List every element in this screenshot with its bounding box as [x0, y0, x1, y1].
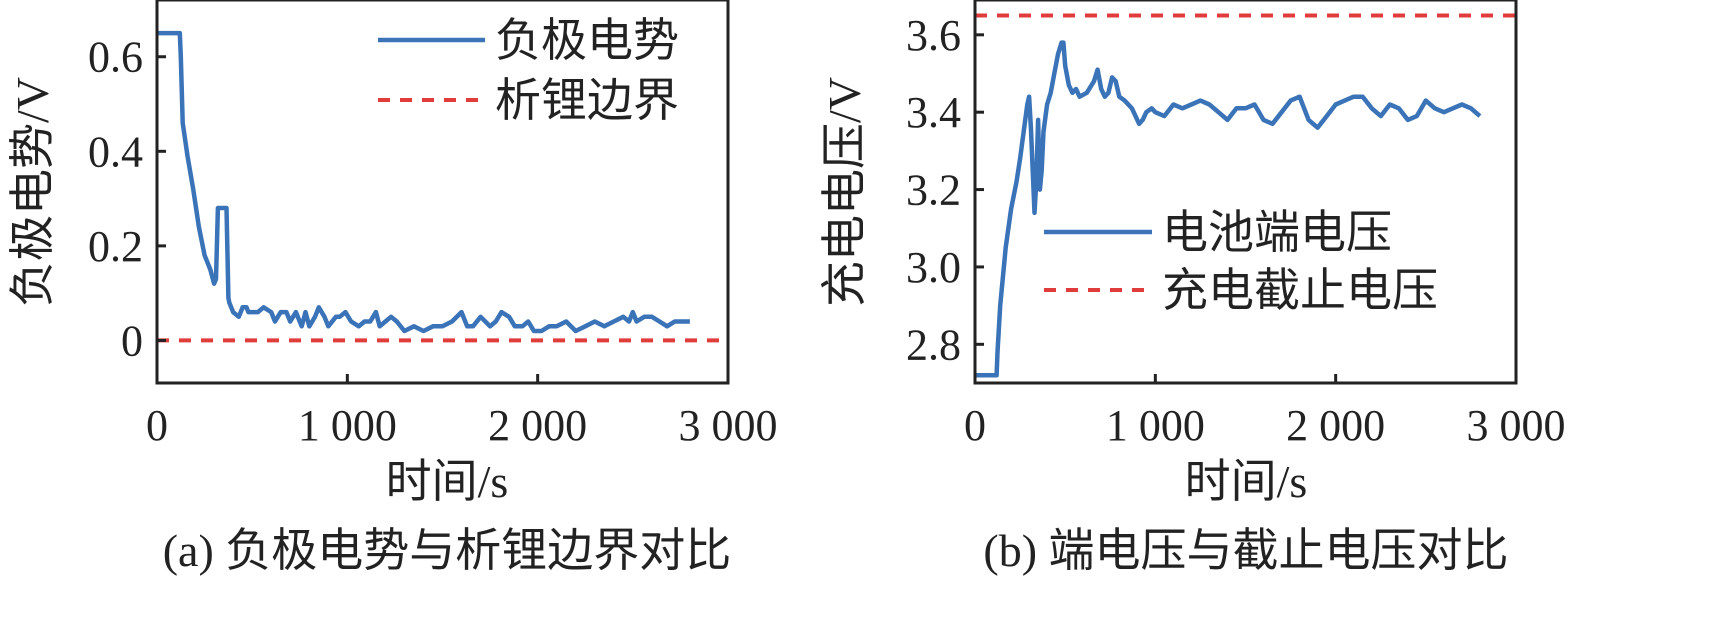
y-axis-label: 充电电压/V: [819, 77, 870, 307]
series-line: [157, 30, 690, 334]
x-tick-label: 3 000: [1467, 401, 1566, 450]
y-axis-label: 负极电势/V: [7, 77, 58, 307]
x-tick-label: 2 000: [488, 401, 587, 450]
x-axis-label: 时间/s: [386, 456, 509, 507]
y-tick-label: 3.6: [906, 11, 961, 60]
legend-label: 负极电势: [495, 15, 679, 66]
x-tick-label: 0: [146, 401, 168, 450]
legend-label: 电池端电压: [1162, 207, 1392, 258]
y-tick-label: 3.4: [906, 88, 961, 137]
y-tick-label: 3.0: [906, 243, 961, 292]
x-tick-label: 3 000: [679, 401, 778, 450]
x-tick-label: 0: [964, 401, 986, 450]
x-tick-label: 1 000: [298, 401, 397, 450]
y-tick-label: 3.2: [906, 166, 961, 215]
plot-frame: [973, 0, 1518, 385]
x-tick-label: 1 000: [1106, 401, 1205, 450]
panel-caption: (a) 负极电势与析锂边界对比: [163, 525, 732, 576]
legend-label: 充电截止电压: [1162, 265, 1438, 316]
y-tick-label: 0.2: [88, 222, 143, 271]
y-tick-label: 0: [121, 316, 143, 365]
y-tick-label: 0.6: [88, 33, 143, 82]
y-tick-label: 2.8: [906, 320, 961, 369]
panel-b: 0 1 000 2 000 3 000 2.8 3.0 3.2 3.4 3.6 时间/s 充电电压/…: [819, 0, 1566, 576]
panel-caption: (b) 端电压与截止电压对比: [983, 525, 1508, 576]
plot-frame: [155, 0, 730, 385]
legend-label: 析锂边界: [495, 75, 679, 126]
panel-a: 0 1 000 2 000 3 000 0 0.2 0.4 0.6 时间/s 负极电势/V (a) …: [7, 0, 778, 576]
x-tick-label: 2 000: [1286, 401, 1385, 450]
y-tick-label: 0.4: [88, 127, 143, 176]
x-axis-label: 时间/s: [1185, 456, 1308, 507]
series-line: [975, 40, 1482, 378]
